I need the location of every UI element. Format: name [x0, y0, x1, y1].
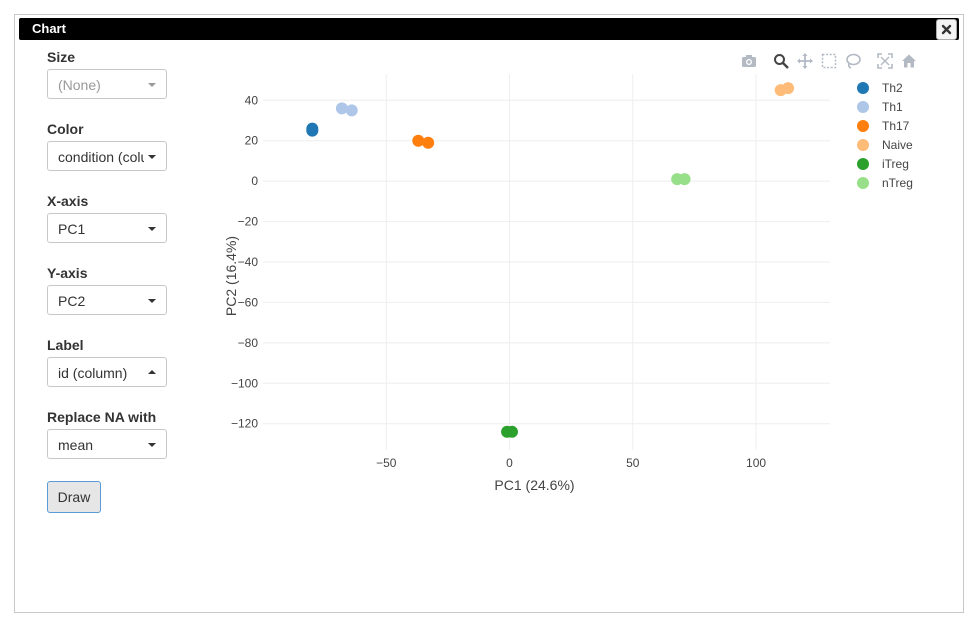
- yaxis-value: PC2: [58, 293, 86, 309]
- point-th17: [412, 134, 425, 147]
- camera-icon[interactable]: [741, 53, 757, 69]
- y-tick-label: −80: [238, 336, 259, 350]
- draw-button[interactable]: Draw: [47, 481, 101, 513]
- yaxis-select[interactable]: PC2: [47, 285, 167, 315]
- xaxis-select[interactable]: PC1: [47, 213, 167, 243]
- chevron-down-icon: [148, 227, 156, 231]
- label-label: Label: [47, 337, 84, 353]
- yaxis-label: Y-axis: [47, 265, 88, 281]
- x-tick-label: 100: [746, 456, 766, 470]
- chevron-down-icon: [148, 443, 156, 447]
- point-th17: [422, 136, 435, 149]
- point-ntreg: [678, 173, 691, 186]
- yaxis-control: Y-axis PC2: [47, 265, 177, 315]
- point-th2: [306, 124, 319, 137]
- replace-na-select[interactable]: mean: [47, 429, 167, 459]
- autoscale-icon[interactable]: [877, 53, 893, 69]
- window-title: Chart: [32, 21, 66, 36]
- scatter-chart: −50 0 50 100 40 20 0 −20 −40 −60 −80 −100 −120 PC1 (2…: [223, 74, 830, 493]
- color-control: Color condition (column): [47, 121, 177, 171]
- xaxis-control: X-axis PC1: [47, 193, 177, 243]
- x-tick-label: 0: [506, 456, 513, 470]
- controls-column: Size (None) Color condition (column) X-a…: [47, 49, 177, 513]
- y-tick-label: −100: [231, 376, 258, 390]
- close-icon: [941, 24, 952, 35]
- label-value: id (column): [58, 365, 128, 381]
- y-tick-label: −120: [231, 417, 258, 431]
- zoom-icon[interactable]: [773, 53, 789, 69]
- legend-label: Th17: [882, 119, 910, 133]
- size-value: (None): [58, 77, 101, 93]
- color-select[interactable]: condition (column): [47, 141, 167, 171]
- replace-na-label: Replace NA with: [47, 409, 157, 425]
- point-th1: [345, 104, 358, 117]
- chart-legend: Th2 Th1 Th17 Naive iTreg nTreg: [855, 79, 945, 193]
- reset-axes-icon[interactable]: [901, 53, 917, 69]
- chevron-down-icon: [148, 155, 156, 159]
- legend-marker: [857, 120, 869, 132]
- legend-item-naive[interactable]: Naive: [855, 136, 945, 155]
- chevron-up-icon: [148, 370, 156, 374]
- replace-na-control: Replace NA with mean: [47, 409, 177, 459]
- size-control: Size (None): [47, 49, 177, 99]
- legend-label: Th1: [882, 100, 903, 114]
- legend-item-itreg[interactable]: iTreg: [855, 155, 945, 174]
- y-tick-label: 20: [245, 134, 259, 148]
- legend-label: nTreg: [882, 176, 913, 190]
- title-bar: Chart: [19, 18, 959, 40]
- y-tick-label: −20: [238, 215, 259, 229]
- legend-marker: [857, 101, 869, 113]
- color-label: Color: [47, 121, 84, 137]
- legend-marker: [857, 158, 869, 170]
- legend-label: iTreg: [882, 157, 909, 171]
- x-tick-label: 50: [626, 456, 640, 470]
- replace-na-value: mean: [58, 437, 94, 453]
- chart-panel: Chart Size (None) Color condition (colum…: [14, 14, 964, 613]
- legend-marker: [857, 139, 869, 151]
- legend-item-th17[interactable]: Th17: [855, 117, 945, 136]
- legend-marker: [857, 82, 869, 94]
- legend-label: Th2: [882, 81, 903, 95]
- xaxis-label: X-axis: [47, 193, 89, 209]
- legend-label: Naive: [882, 138, 913, 152]
- box-select-icon[interactable]: [821, 53, 837, 69]
- x-axis-title: PC1 (24.6%): [494, 477, 574, 493]
- legend-item-th2[interactable]: Th2: [855, 79, 945, 98]
- pan-icon[interactable]: [797, 53, 813, 69]
- chevron-down-icon: [148, 83, 156, 87]
- xaxis-value: PC1: [58, 221, 86, 237]
- label-control: Label id (column): [47, 337, 177, 387]
- x-tick-label: −50: [376, 456, 397, 470]
- lasso-select-icon[interactable]: [845, 53, 861, 69]
- y-tick-label: −60: [238, 295, 259, 309]
- label-select[interactable]: id (column): [47, 357, 167, 387]
- point-itreg: [505, 425, 518, 438]
- y-tick-label: 40: [245, 93, 259, 107]
- point-naive: [782, 82, 795, 95]
- y-tick-label: −40: [238, 255, 259, 269]
- y-axis-title: PC2 (16.4%): [223, 236, 239, 316]
- color-value: condition (column): [58, 149, 144, 165]
- point-th1: [335, 102, 348, 115]
- legend-item-ntreg[interactable]: nTreg: [855, 174, 945, 193]
- size-select[interactable]: (None): [47, 69, 167, 99]
- legend-marker: [857, 177, 869, 189]
- size-label: Size: [47, 49, 76, 65]
- legend-item-th1[interactable]: Th1: [855, 98, 945, 117]
- close-button[interactable]: [936, 19, 957, 40]
- y-tick-label: 0: [251, 174, 258, 188]
- chevron-down-icon: [148, 299, 156, 303]
